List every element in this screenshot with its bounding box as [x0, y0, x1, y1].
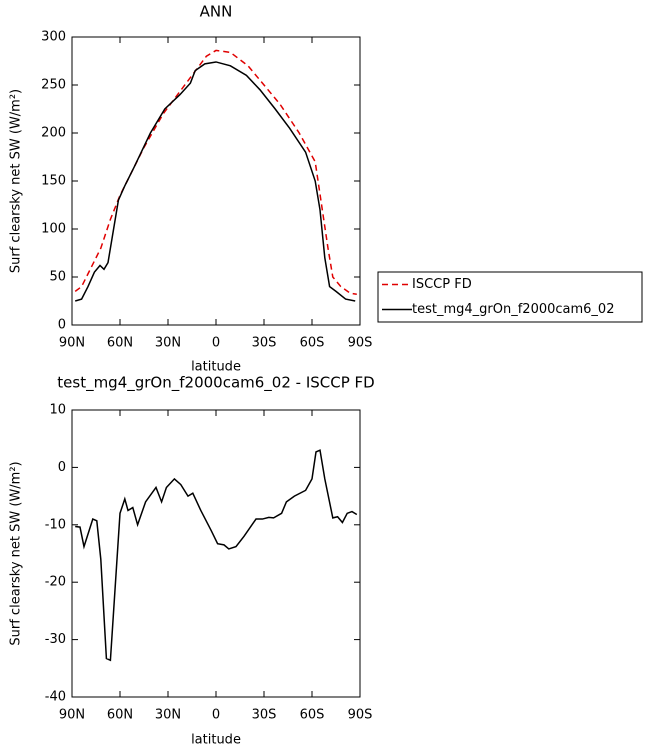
plot-frame — [71, 409, 361, 698]
x-tick-label: 60S — [300, 708, 325, 723]
y-tick-label: 300 — [41, 30, 66, 45]
y-tick-label: 200 — [41, 126, 66, 141]
y-tick-label: 100 — [41, 222, 66, 237]
legend-label: ISCCP FD — [412, 277, 472, 292]
y-tick-label: 250 — [41, 78, 66, 93]
data-line — [74, 49, 357, 296]
chart-title: test_mg4_grOn_f2000cam6_02 - ISCCP FD — [57, 374, 374, 393]
x-tick-label: 30S — [252, 708, 277, 723]
x-tick-label: 90S — [348, 708, 373, 723]
x-tick-label: 60N — [107, 708, 133, 723]
data-line — [74, 61, 356, 302]
legend: ISCCP FD test_mg4_grOn_f2000cam6_02 — [377, 271, 643, 323]
data-line — [75, 449, 358, 662]
y-tick-label: 0 — [58, 460, 66, 475]
legend-box — [377, 271, 643, 323]
y-tick-label: -40 — [45, 690, 66, 705]
legend-label: test_mg4_grOn_f2000cam6_02 — [412, 302, 614, 317]
x-tick-label: 0 — [212, 336, 220, 351]
y-tick-label: -10 — [45, 517, 66, 532]
y-tick-label: 0 — [58, 318, 66, 333]
x-tick-label: 30N — [155, 708, 181, 723]
y-tick-label: 10 — [49, 403, 66, 418]
y-axis-label: Surf clearsky net SW (W/m²) — [9, 461, 24, 645]
plot-frame — [71, 36, 361, 326]
x-tick-label: 30N — [155, 336, 181, 351]
chart-title: ANN — [200, 3, 233, 21]
x-axis-label: latitude — [191, 733, 241, 748]
y-axis-label: Surf clearsky net SW (W/m²) — [9, 89, 24, 273]
x-tick-label: 90N — [59, 336, 85, 351]
y-tick-label: -30 — [45, 632, 66, 647]
y-tick-label: 50 — [49, 270, 66, 285]
x-tick-label: 90S — [348, 336, 373, 351]
x-tick-label: 90N — [59, 708, 85, 723]
x-tick-label: 60S — [300, 336, 325, 351]
x-tick-label: 60N — [107, 336, 133, 351]
y-tick-label: -20 — [45, 575, 66, 590]
x-axis-label: latitude — [191, 360, 241, 375]
x-tick-label: 0 — [212, 708, 220, 723]
y-tick-label: 150 — [41, 174, 66, 189]
x-tick-label: 30S — [252, 336, 277, 351]
